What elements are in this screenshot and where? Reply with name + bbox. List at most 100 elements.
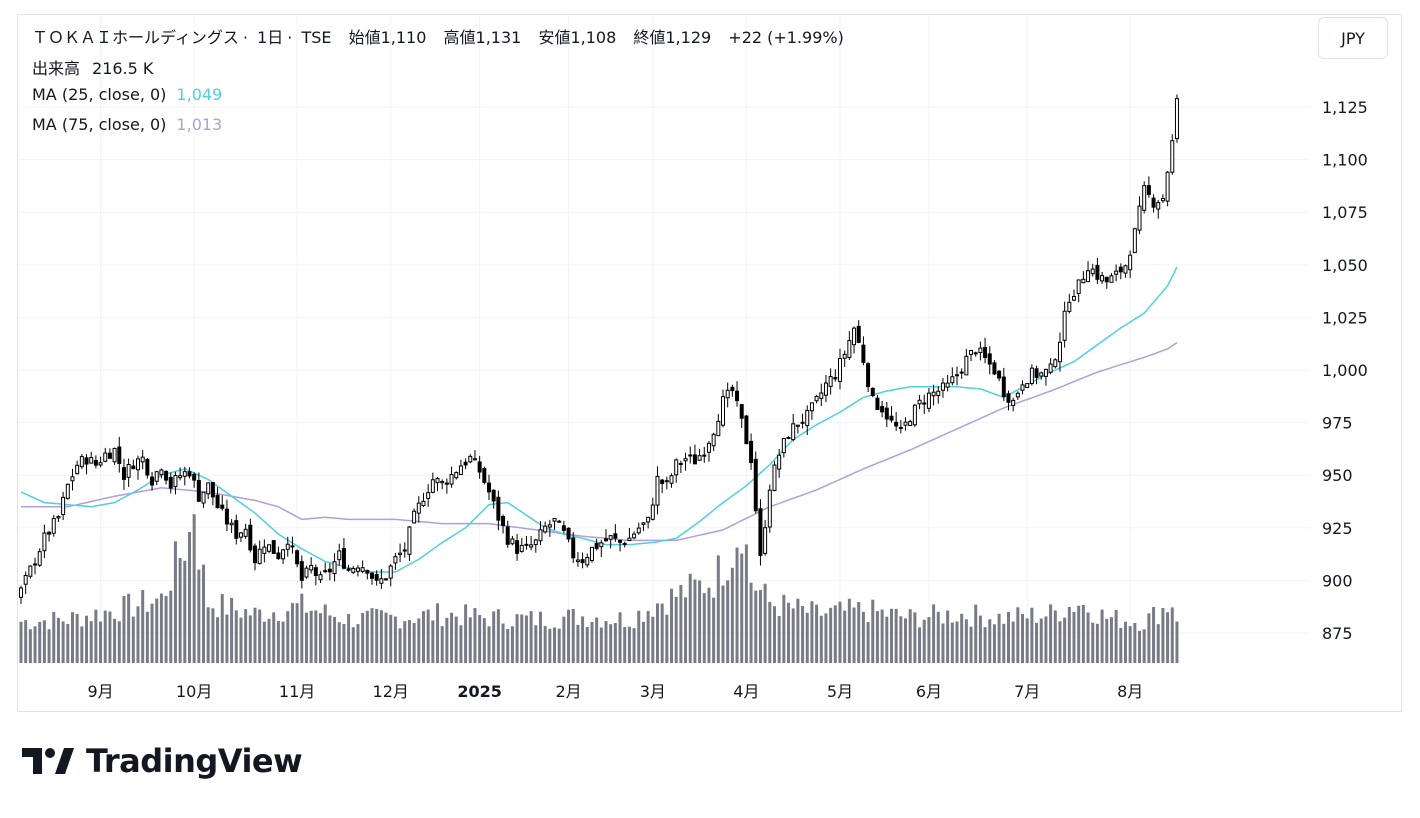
currency-button[interactable]: JPY	[1318, 17, 1388, 59]
candle-body	[1132, 228, 1137, 254]
brand[interactable]: TradingView	[22, 742, 303, 780]
candle	[898, 420, 903, 434]
candle-body	[402, 549, 407, 552]
volume-bar	[824, 613, 828, 663]
candle	[112, 447, 117, 465]
candle	[1156, 199, 1161, 219]
candle-body	[126, 463, 131, 478]
volume-bar	[1044, 616, 1048, 663]
candle-body	[964, 355, 969, 376]
candle-body	[468, 455, 473, 463]
symbol-name[interactable]: ＴＯＫＡＩホールディングス	[32, 28, 239, 47]
volume-bar	[875, 611, 879, 663]
candle	[248, 518, 253, 553]
candle-body	[491, 489, 496, 502]
volume-bar	[431, 620, 435, 663]
volume-bar	[1161, 608, 1165, 663]
volume-bar	[501, 623, 505, 663]
candle-body	[805, 409, 810, 427]
volume-bar	[403, 621, 407, 663]
candle-body	[215, 494, 220, 509]
volume-bar	[1049, 604, 1053, 663]
volume-bar	[440, 626, 444, 663]
interval: 1日	[257, 28, 284, 47]
volume-bar	[1053, 610, 1057, 663]
candle	[978, 341, 983, 361]
candle	[1072, 289, 1076, 302]
candle	[908, 419, 913, 427]
x-tick-label: 5月	[827, 682, 853, 701]
volume-bar	[581, 616, 585, 663]
candle	[814, 394, 819, 404]
candle	[669, 473, 674, 488]
candle-body	[56, 516, 61, 519]
ma75-legend[interactable]: MA (75, close, 0) 1,013	[32, 115, 226, 134]
candle	[1053, 358, 1058, 369]
candle	[501, 514, 506, 534]
volume-bar	[936, 611, 940, 663]
volume-bar	[145, 611, 149, 663]
candle	[430, 472, 435, 494]
ma25-legend[interactable]: MA (25, close, 0) 1,049	[32, 85, 226, 104]
candle	[571, 532, 576, 563]
candle	[538, 521, 543, 546]
candle-body	[1081, 278, 1086, 284]
volume-bar	[136, 606, 140, 663]
candle	[56, 515, 61, 523]
volume-bar	[904, 618, 908, 663]
volume-bar	[370, 608, 374, 663]
volume-bar	[932, 604, 936, 663]
candle-body	[702, 454, 707, 457]
candle-body	[61, 496, 66, 516]
volume-bar	[1166, 612, 1170, 663]
candle-body	[253, 545, 257, 564]
volume-bar	[150, 603, 154, 663]
x-tick-label: 7月	[1014, 682, 1040, 701]
volume-bar	[496, 609, 500, 663]
candle-body	[580, 559, 585, 564]
y-tick-label: 975	[1322, 414, 1353, 433]
candle	[884, 401, 889, 428]
candle	[515, 533, 520, 561]
candle	[543, 521, 548, 534]
candle-body	[112, 447, 117, 463]
y-axis: 875 900 925 950 975 1,000 1,025 1,050 1,075 1,100…	[1322, 98, 1368, 643]
volume-bar	[613, 622, 617, 663]
volume-bar	[829, 607, 833, 663]
x-tick-label: 9月	[87, 682, 113, 701]
volume-bar	[398, 628, 402, 663]
candle	[210, 481, 215, 506]
candle-body	[37, 551, 42, 566]
volume-bar	[248, 615, 252, 663]
candle-body	[477, 461, 482, 473]
candle-body	[136, 458, 140, 471]
candle	[1034, 365, 1039, 385]
candle	[758, 499, 763, 566]
candle	[912, 404, 917, 427]
candle	[585, 553, 590, 568]
candle-body	[969, 349, 974, 355]
volume-bar	[1081, 604, 1085, 663]
volume-bar	[838, 601, 842, 663]
volume-bar	[1091, 622, 1095, 663]
volume-bar	[852, 607, 856, 663]
candle	[805, 405, 810, 436]
candle	[618, 539, 623, 552]
candle-body	[852, 327, 857, 346]
candle-body	[1034, 368, 1039, 378]
candle	[1057, 332, 1062, 372]
candle-body	[594, 542, 599, 550]
candle-body	[1057, 341, 1062, 363]
candle	[529, 536, 534, 551]
candle-body	[1156, 202, 1161, 210]
candle	[299, 555, 304, 589]
candle	[117, 436, 122, 473]
candle-body	[945, 382, 950, 388]
candle-body	[721, 396, 725, 426]
volume-bar	[885, 616, 889, 663]
volume-bar	[796, 598, 800, 663]
candle-body	[248, 524, 253, 551]
volume-value: 216.5 K	[92, 59, 154, 78]
volume-bar	[740, 553, 744, 663]
